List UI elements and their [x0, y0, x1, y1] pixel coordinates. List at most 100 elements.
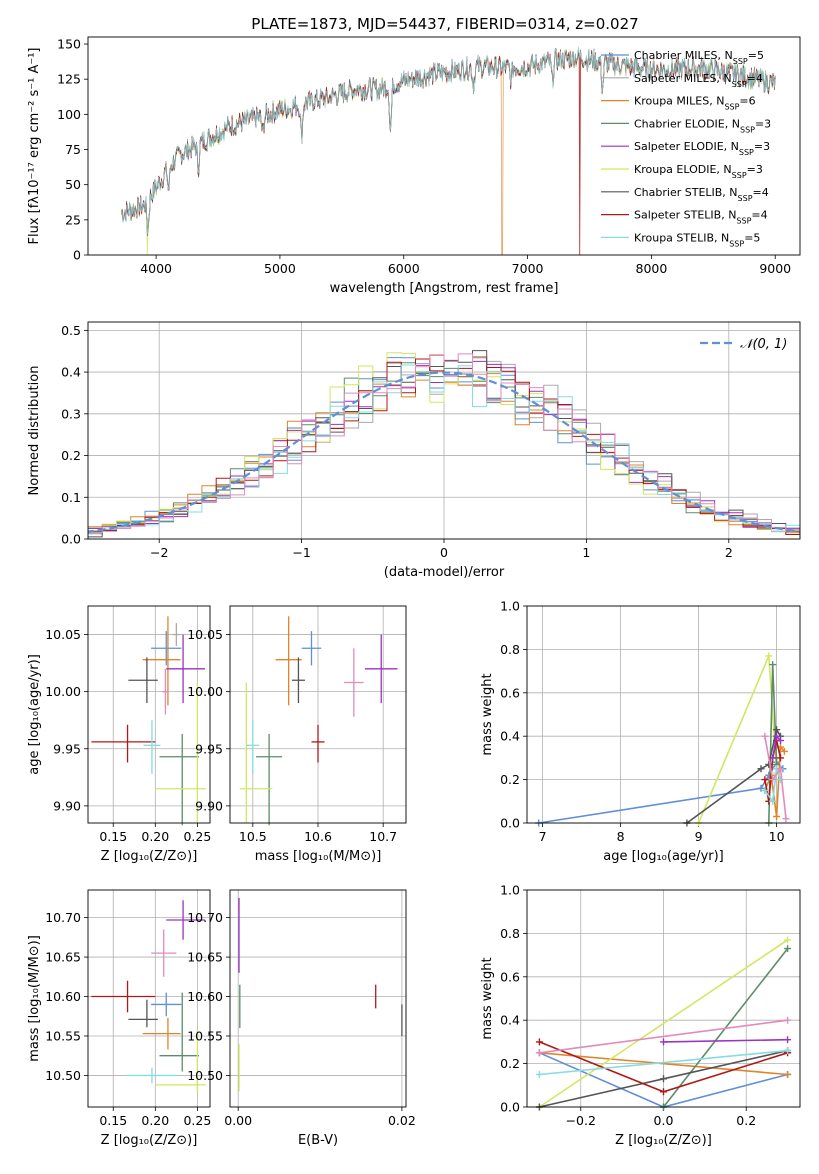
histogram-salpeter_stelib — [88, 358, 800, 537]
x-tick-label: 2 — [725, 545, 733, 560]
x-tick-label: 8000 — [636, 261, 668, 276]
y-tick-label: 0.6 — [500, 685, 520, 700]
errorbar-salpeter_elodie — [364, 634, 398, 704]
x-tick-label: 6000 — [388, 261, 420, 276]
weight-marker-pink — [761, 732, 769, 740]
x-axis-label: age [log₁₀(age/yr)] — [603, 849, 724, 864]
errorbar-kroupa_stelib — [126, 1067, 178, 1084]
y-axis-label: age [log₁₀(age/yr)] — [27, 654, 42, 775]
weight-marker-salpeter_stelib — [777, 754, 784, 762]
x-tick-label: 1 — [582, 545, 590, 560]
weight-marker-kroupa_stelib — [761, 786, 769, 794]
y-tick-label: 10.50 — [187, 1068, 223, 1083]
y-tick-label: 100 — [57, 107, 81, 122]
errorbar-chabrier_elodie — [159, 733, 200, 826]
x-axis-label: Z [log₁₀(Z/Z⊙)] — [101, 849, 198, 864]
x-tick-label: 9000 — [759, 261, 791, 276]
panel-spectrum: 4000 5000 6000 7000 8000 9000 0 25 50 75 100 125 150… — [27, 36, 801, 296]
y-tick-label: 1.0 — [500, 599, 520, 614]
x-axis-label: mass [log₁₀(M/M⊙)] — [255, 849, 382, 864]
errorbar-chabrier_stelib — [128, 999, 158, 1028]
y-tick-label: 0.4 — [500, 1013, 520, 1028]
y-tick-label: 10.60 — [187, 989, 223, 1004]
legend-label-kroupa_miles: Kroupa MILES, NSSP=6 — [634, 95, 756, 112]
legend-label-chabrier_miles: Chabrier MILES, NSSP=5 — [634, 49, 764, 66]
x-tick-label: 7000 — [512, 261, 544, 276]
errorbar-kroupa_elodie — [239, 682, 273, 823]
y-axis-label: mass weight — [480, 957, 495, 1039]
x-tick-label: 10.5 — [239, 829, 267, 844]
x-axis-label: E(B-V) — [298, 1133, 338, 1148]
y-tick-label: 75 — [65, 142, 81, 157]
x-axis-label: Z [log₁₀(Z/Z⊙)] — [615, 1133, 712, 1148]
axes-frame — [526, 889, 801, 1108]
errorbar-kroupa_miles — [142, 616, 181, 706]
errorbar-salpeter_stelib — [91, 724, 156, 763]
y-tick-label: 0.8 — [500, 926, 520, 941]
y-tick-label: 10.70 — [45, 910, 81, 925]
x-tick-label: 0.0 — [654, 1113, 674, 1128]
weight-marker-chabrier_elodie — [784, 945, 792, 953]
y-tick-label: 0.1 — [61, 490, 81, 505]
weight-line-chabrier_miles — [538, 760, 784, 824]
errorbar-kroupa_stelib — [246, 720, 260, 774]
weight-marker-salpeter_elodie — [769, 754, 777, 762]
y-tick-label: 9.90 — [53, 798, 81, 813]
x-tick-label: 10.6 — [304, 829, 332, 844]
panel-residuals: −2 −1 0 1 2 0.0 0.1 0.2 0.3 0.4 0.5 (data-model)/er… — [27, 321, 801, 580]
y-tick-label: 0.2 — [500, 772, 520, 787]
errorbar-kroupa_elodie — [155, 682, 206, 823]
x-tick-label: −2 — [150, 545, 168, 560]
y-tick-label: 150 — [57, 37, 81, 52]
errorbar-salpeter_stelib — [311, 724, 325, 763]
y-tick-label: 0.3 — [61, 406, 81, 421]
weight-marker-kroupa_miles — [784, 1070, 792, 1078]
x-tick-label: 8 — [617, 829, 625, 844]
normal-curve — [88, 371, 800, 533]
errorbar-chabrier_stelib — [128, 657, 158, 704]
errorbar-kroupa_miles — [142, 1017, 181, 1050]
y-tick-label: 0 — [73, 248, 81, 263]
errorbar-chabrier_elodie — [256, 733, 283, 826]
weight-line-pink — [539, 1019, 788, 1054]
errorbar-chabrier_miles — [151, 992, 182, 1017]
x-tick-label: −1 — [292, 545, 310, 560]
y-tick-label: 0.5 — [61, 323, 81, 338]
x-tick-label: 0.20 — [141, 1113, 169, 1128]
weight-marker-pink — [782, 815, 790, 823]
y-tick-label: 10.00 — [45, 684, 81, 699]
weight-marker-salpeter_stelib — [535, 1038, 543, 1046]
weight-marker-kroupa_elodie — [765, 652, 773, 660]
y-tick-label: 10.65 — [45, 950, 81, 965]
weight-line-kroupa_stelib — [764, 768, 782, 804]
y-tick-label: 125 — [57, 72, 81, 87]
weight-line-kroupa_elodie — [538, 939, 789, 1108]
x-tick-label: 0.02 — [388, 1113, 416, 1128]
errorbar-chabrier_stelib — [291, 657, 305, 704]
y-tick-label: 0.6 — [500, 969, 520, 984]
y-tick-label: 1.0 — [500, 883, 520, 898]
weight-marker-salpeter_stelib — [660, 1088, 667, 1096]
weight-marker-salpeter_elodie — [777, 737, 784, 745]
axes-frame — [87, 605, 211, 824]
x-tick-label: 0.15 — [99, 1113, 127, 1128]
y-tick-label: 10.55 — [187, 1028, 223, 1043]
weight-marker-salpeter_stelib — [761, 776, 769, 784]
legend-label-normal: 𝒩(0, 1) — [740, 337, 787, 352]
y-tick-label: 10.05 — [45, 627, 81, 642]
weight-marker-pink — [535, 1049, 543, 1057]
x-tick-label: 0.25 — [183, 1113, 211, 1128]
spectrum-legend: Chabrier MILES, NSSP=5 Salpeter MILES, NS… — [601, 49, 771, 248]
y-axis-label: mass weight — [480, 673, 495, 755]
legend-label-salpeter_elodie: Salpeter ELODIE, NSSP=3 — [634, 140, 770, 157]
errorbar-chabrier_miles — [301, 631, 322, 666]
x-axis-label: Z [log₁₀(Z/Z⊙)] — [101, 1133, 198, 1148]
x-tick-label: 9 — [695, 829, 703, 844]
x-tick-label: 4000 — [140, 261, 172, 276]
weight-marker-chabrier_stelib — [773, 726, 781, 734]
weight-line-kroupa_miles — [539, 1052, 788, 1076]
weight-marker-kroupa_miles — [780, 747, 788, 755]
axes-frame — [526, 605, 801, 824]
axes-frame — [87, 36, 801, 256]
